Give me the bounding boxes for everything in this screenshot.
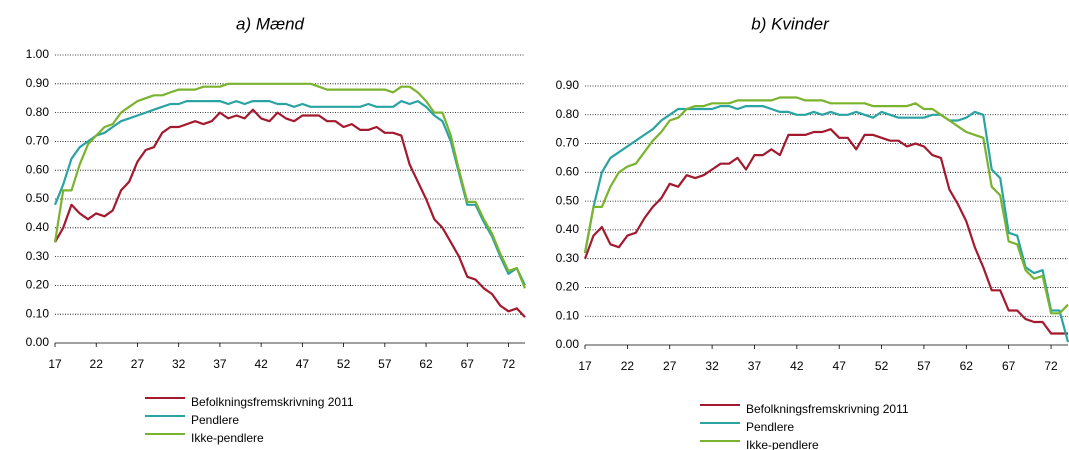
x-tick-label: 37 <box>748 359 762 373</box>
y-tick-label: 0.40 <box>556 222 580 236</box>
y-tick-label: 0.80 <box>556 107 580 121</box>
series-line <box>583 104 1069 343</box>
y-tick-label: 0.90 <box>26 76 50 90</box>
x-tick-label: 52 <box>337 357 351 371</box>
x-tick-label: 42 <box>790 359 804 373</box>
series-line <box>53 99 526 286</box>
legend-label: Pendlere <box>191 413 239 427</box>
x-tick-label: 47 <box>296 357 310 371</box>
x-tick-label: 32 <box>705 359 719 373</box>
chart-title: a) Mænd <box>236 14 305 33</box>
x-tick-label: 37 <box>213 357 227 371</box>
x-tick-label: 17 <box>578 359 592 373</box>
x-tick-label: 62 <box>960 359 974 373</box>
x-tick-label: 62 <box>419 357 433 371</box>
x-tick-label: 27 <box>131 357 145 371</box>
y-tick-label: 0.60 <box>26 162 50 176</box>
x-tick-label: 27 <box>663 359 677 373</box>
series-line <box>583 96 1069 315</box>
y-tick-label: 0.60 <box>556 165 580 179</box>
y-tick-label: 0.80 <box>26 105 50 119</box>
x-tick-label: 52 <box>875 359 889 373</box>
y-tick-label: 0.00 <box>26 335 50 349</box>
x-tick-label: 32 <box>172 357 186 371</box>
x-tick-label: 22 <box>90 357 104 371</box>
x-tick-label: 17 <box>48 357 62 371</box>
y-tick-label: 0.00 <box>556 337 580 351</box>
y-tick-label: 0.30 <box>26 249 50 263</box>
legend-label: Ikke-pendlere <box>746 438 819 450</box>
x-tick-label: 67 <box>461 357 475 371</box>
y-tick-label: 0.70 <box>26 134 50 148</box>
y-tick-label: 0.10 <box>556 308 580 322</box>
series-line <box>583 128 1068 335</box>
y-tick-label: 0.40 <box>26 220 50 234</box>
chart-title: b) Kvinder <box>751 14 830 33</box>
y-tick-label: 0.20 <box>556 280 580 294</box>
y-tick-label: 0.90 <box>556 78 580 92</box>
x-tick-label: 67 <box>1002 359 1016 373</box>
series-line <box>54 108 526 318</box>
y-tick-label: 0.50 <box>556 193 580 207</box>
legend-label: Befolkningsfremskrivning 2011 <box>191 395 354 409</box>
y-tick-label: 0.50 <box>26 191 50 205</box>
x-tick-label: 42 <box>254 357 268 371</box>
x-tick-label: 72 <box>502 357 516 371</box>
legend-label: Pendlere <box>746 420 794 434</box>
y-tick-label: 1.00 <box>26 47 50 61</box>
y-tick-label: 0.20 <box>26 278 50 292</box>
x-tick-label: 72 <box>1044 359 1058 373</box>
x-tick-label: 47 <box>833 359 847 373</box>
legend-label: Befolkningsfremskrivning 2011 <box>746 402 909 416</box>
x-tick-label: 57 <box>917 359 931 373</box>
y-tick-label: 0.30 <box>556 251 580 265</box>
legend-label: Ikke-pendlere <box>191 431 264 445</box>
series-line <box>53 82 527 289</box>
x-tick-label: 22 <box>621 359 635 373</box>
x-tick-label: 57 <box>378 357 392 371</box>
y-tick-label: 0.70 <box>556 136 580 150</box>
y-tick-label: 0.10 <box>26 306 50 320</box>
